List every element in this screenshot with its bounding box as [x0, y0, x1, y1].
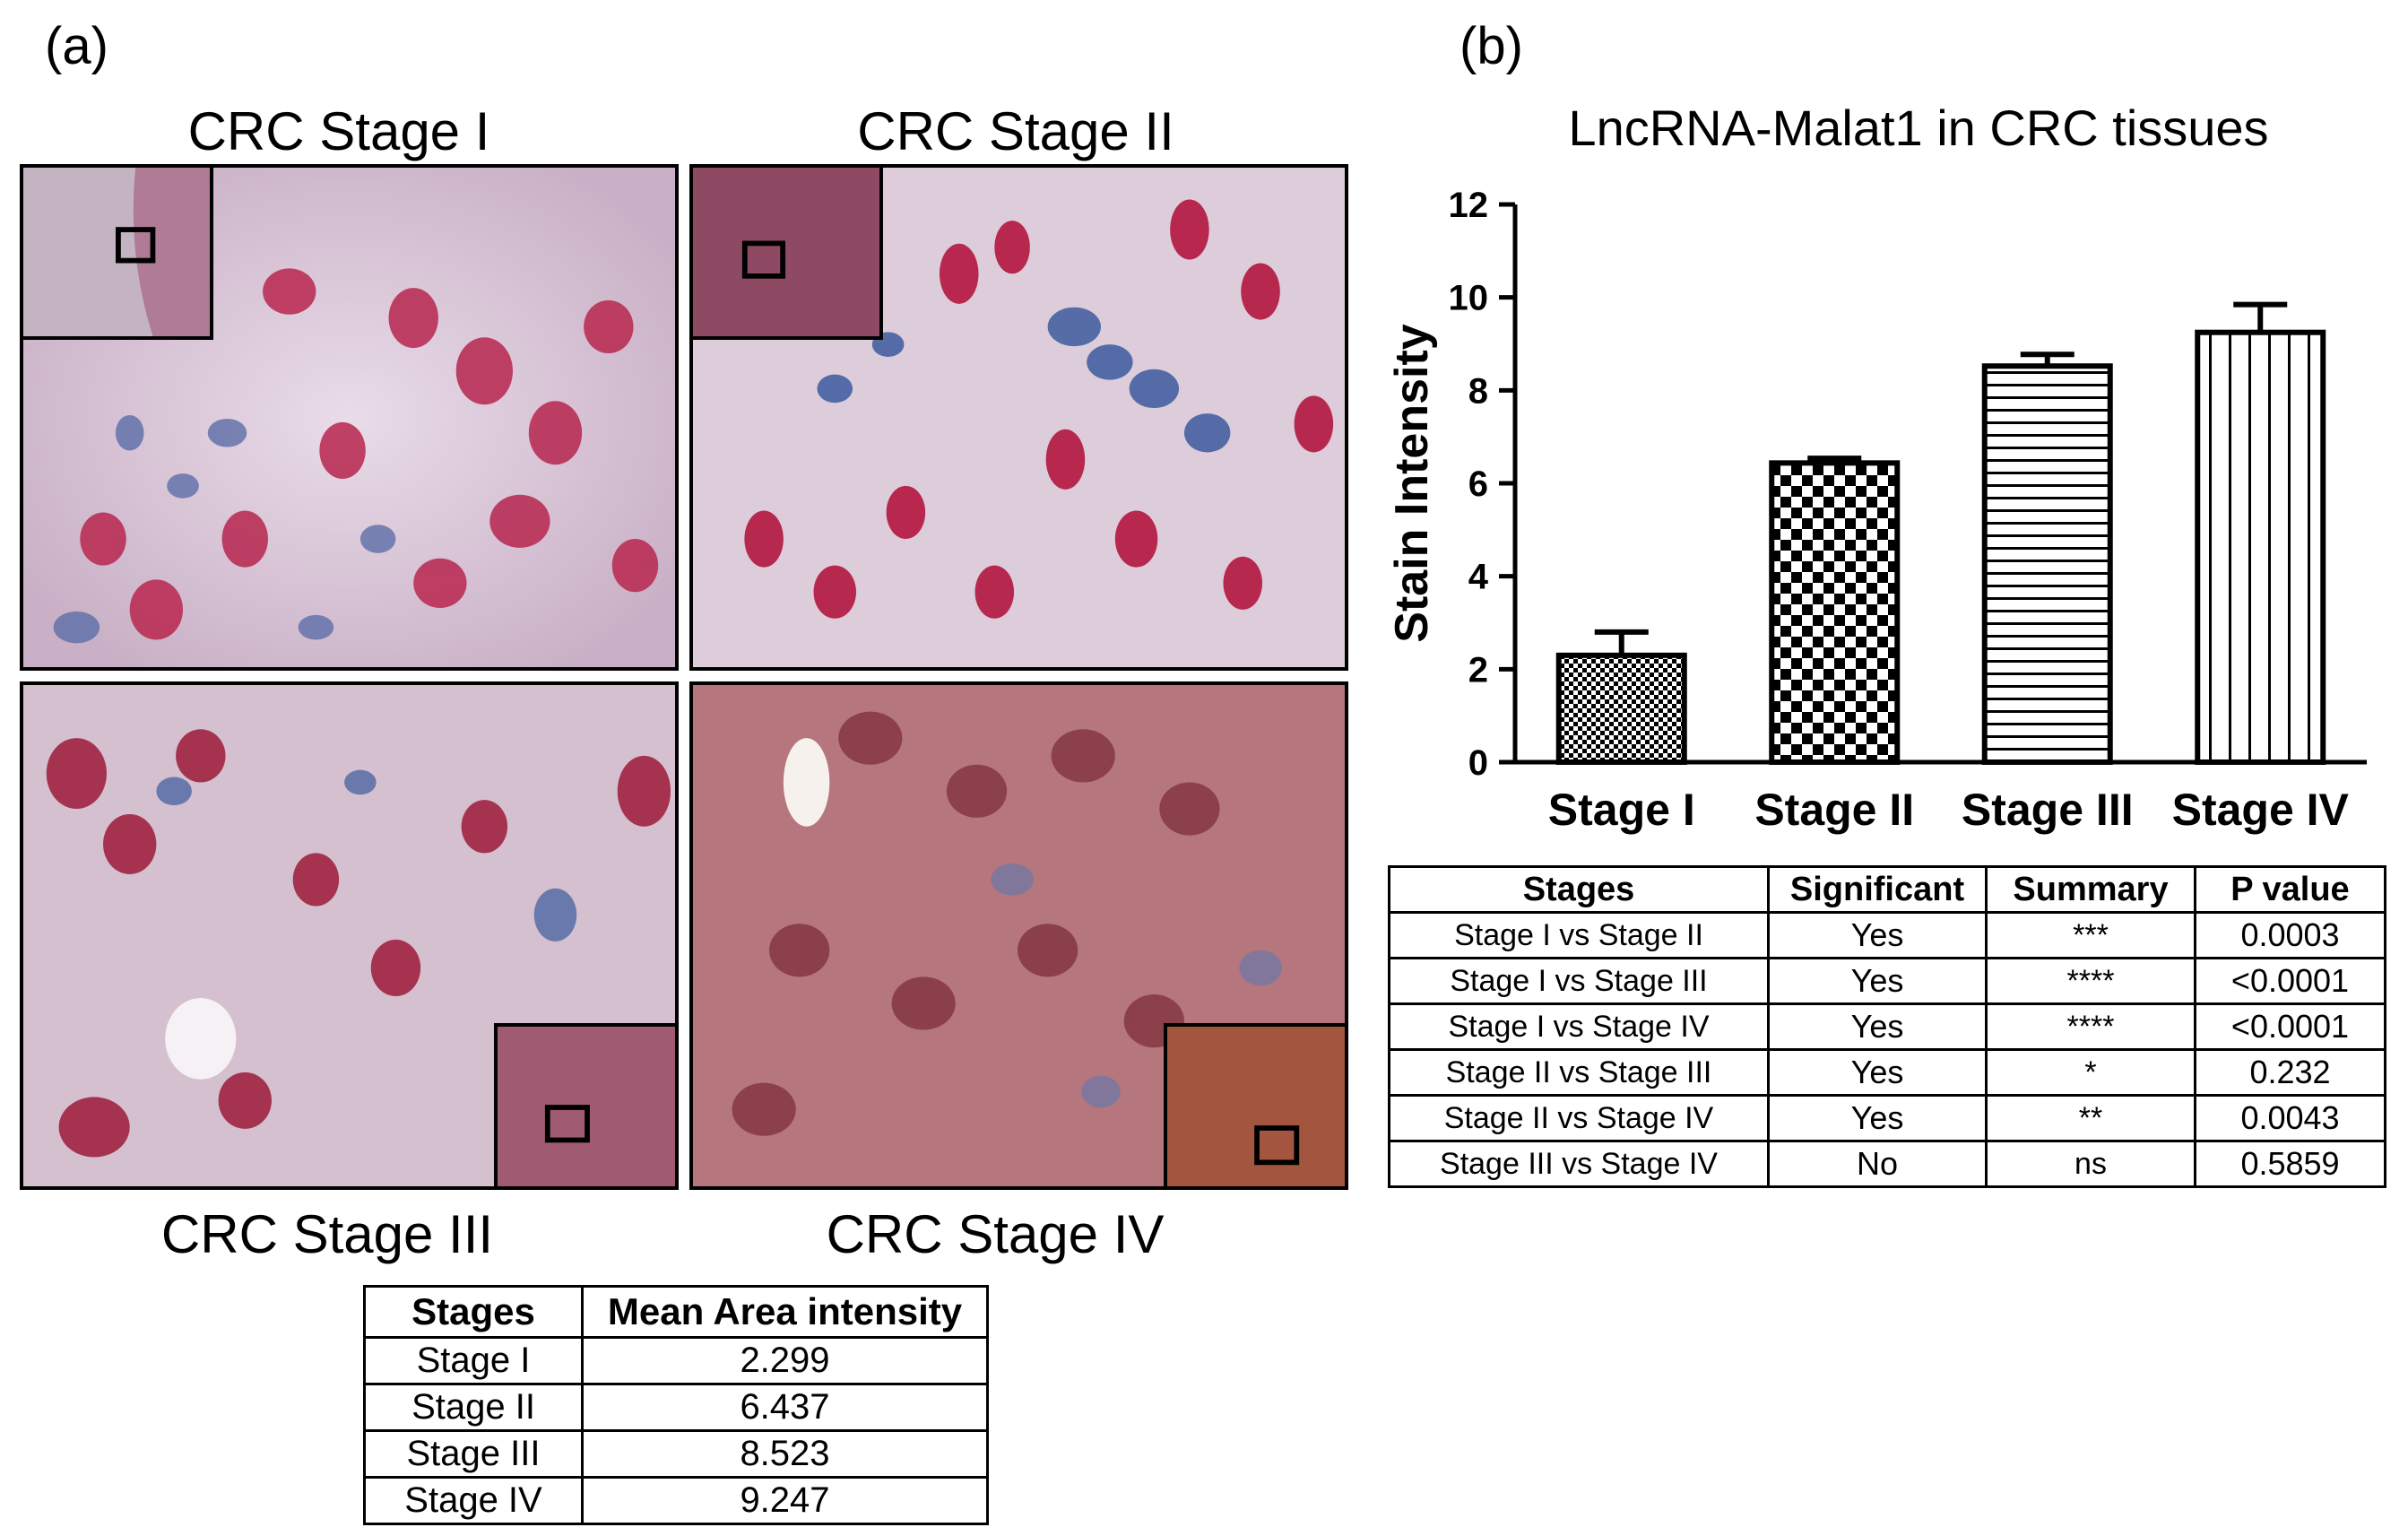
table-cell: Stage II vs Stage III [1388, 1048, 1770, 1097]
y-tick-label: 12 [1449, 186, 1489, 225]
table-row: Stage II vs Stage IV Yes ** 0.0043 [1388, 1094, 2386, 1142]
table-cell: ns [1985, 1140, 2196, 1188]
table-row: Stage I vs Stage IV Yes **** <0.0001 [1388, 1002, 2386, 1051]
x-tick-label: Stage III [1962, 785, 2134, 835]
table-cell: Stage III vs Stage IV [1388, 1140, 1770, 1188]
table-cell: <0.0001 [2194, 1002, 2386, 1051]
table-row: Stage I vs Stage III Yes **** <0.0001 [1388, 957, 2386, 1005]
micrograph-stage-2 [689, 164, 1348, 671]
bar-2 [1769, 460, 1901, 765]
table-cell: 9.247 [581, 1476, 989, 1525]
micrograph-stage-3-inset [494, 1023, 675, 1186]
table-cell: 0.232 [2194, 1048, 2386, 1097]
table-row: Stage III vs Stage IV No ns 0.5859 [1388, 1140, 2386, 1188]
table-cell: Stage III [363, 1429, 584, 1479]
chart-title: LncRNA-Malat1 in CRC tissues [1568, 100, 2269, 156]
y-tick-label: 8 [1468, 371, 1488, 411]
y-axis-label: Stain Intensity [1386, 324, 1438, 642]
table-cell: Stage IV [363, 1476, 584, 1525]
table-cell: 0.5859 [2194, 1140, 2386, 1188]
table-row: Stage I vs Stage II Yes *** 0.0003 [1388, 911, 2386, 959]
x-tick-label: Stage II [1754, 785, 1914, 835]
table-cell: 0.0043 [2194, 1094, 2386, 1142]
table-header-row: Stages Mean Area intensity [363, 1285, 989, 1339]
image-title-stage-4: CRC Stage IV [826, 1204, 1165, 1264]
table-header-row: Stages Significant Summary P value [1388, 865, 2386, 914]
panel-b-label: (b) [1460, 17, 1523, 75]
table-cell: Stage I [363, 1336, 584, 1385]
y-tick-label: 0 [1468, 743, 1488, 783]
table-cell: Yes [1767, 957, 1988, 1005]
table-cell: **** [1985, 1002, 2196, 1051]
image-title-stage-1: CRC Stage I [187, 101, 490, 161]
table-cell: Stage I vs Stage IV [1388, 1002, 1770, 1051]
bar-4 [2195, 329, 2326, 765]
table-row: Stage IV 9.247 [363, 1476, 989, 1525]
y-tick-label: 2 [1468, 650, 1488, 690]
micrograph-stage-1-inset [23, 168, 213, 340]
bar-chart: 0 2 4 6 8 10 12 Stain Intensity Stage I Stage II S… [1386, 186, 2367, 835]
micrograph-stage-3 [20, 681, 679, 1190]
y-tick-label: 6 [1468, 464, 1488, 504]
table-cell: Stage I vs Stage III [1388, 957, 1770, 1005]
table-cell: Stage I vs Stage II [1388, 911, 1770, 959]
mean-intensity-table: Stages Mean Area intensity Stage I 2.299… [363, 1285, 989, 1525]
panel-a-label: (a) [45, 17, 108, 75]
x-tick-label: Stage IV [2172, 785, 2350, 835]
table-row: Stage II 6.437 [363, 1383, 989, 1432]
table-cell: <0.0001 [2194, 957, 2386, 1005]
table-cell: 6.437 [581, 1383, 989, 1432]
bar-1 [1555, 652, 1687, 765]
table-row: Stage I 2.299 [363, 1336, 989, 1385]
significance-table: Stages Significant Summary P value Stage… [1388, 865, 2386, 1188]
header-summary: Summary [1985, 865, 2196, 914]
micrograph-stage-2-inset [693, 168, 883, 340]
table-cell: ** [1985, 1094, 2196, 1142]
image-title-stage-3: CRC Stage III [160, 1204, 494, 1264]
header-stages: Stages [363, 1285, 584, 1339]
micrograph-stage-1 [20, 164, 679, 671]
table-cell: Stage II [363, 1383, 584, 1432]
y-tick-label: 4 [1468, 558, 1489, 597]
micrograph-stage-4 [689, 681, 1348, 1190]
table-cell: 2.299 [581, 1336, 989, 1385]
micrograph-stage-4-inset [1164, 1023, 1345, 1186]
x-tick-label: Stage I [1548, 785, 1695, 835]
table-cell: *** [1985, 911, 2196, 959]
header-significant: Significant [1767, 865, 1988, 914]
table-row: Stage III 8.523 [363, 1429, 989, 1479]
table-cell: 0.0003 [2194, 911, 2386, 959]
table-cell: * [1985, 1048, 2196, 1097]
header-stages: Stages [1388, 865, 1770, 914]
table-cell: Yes [1767, 1002, 1988, 1051]
y-tick-label: 10 [1449, 279, 1489, 318]
table-cell: Stage II vs Stage IV [1388, 1094, 1770, 1142]
table-cell: Yes [1767, 1094, 1988, 1142]
bar-3 [1981, 363, 2113, 766]
table-cell: Yes [1767, 1048, 1988, 1097]
table-cell: No [1767, 1140, 1988, 1188]
table-cell: Yes [1767, 911, 1988, 959]
header-mean-area-intensity: Mean Area intensity [581, 1285, 989, 1339]
table-cell: **** [1985, 957, 2196, 1005]
image-title-stage-2: CRC Stage II [857, 101, 1174, 161]
header-p-value: P value [2194, 865, 2386, 914]
table-row: Stage II vs Stage III Yes * 0.232 [1388, 1048, 2386, 1097]
table-cell: 8.523 [581, 1429, 989, 1479]
